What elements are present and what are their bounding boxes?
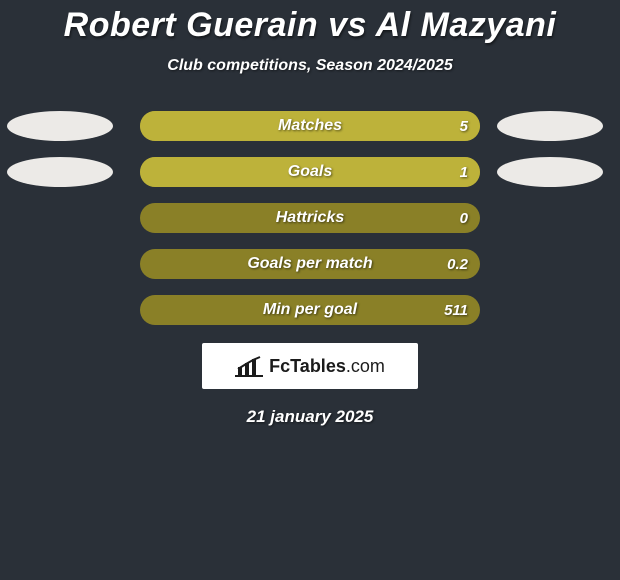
right-player-disc (497, 157, 603, 187)
left-player-disc (7, 111, 113, 141)
stat-bar: Goals1 (140, 157, 480, 187)
stat-row: Min per goal511 (0, 287, 620, 333)
stat-row: Matches5 (0, 103, 620, 149)
stat-bar: Matches5 (140, 111, 480, 141)
stat-label: Hattricks (140, 203, 480, 233)
comparison-stage: Matches5Goals1Hattricks0Goals per match0… (0, 103, 620, 333)
snapshot-date: 21 january 2025 (0, 407, 620, 427)
right-player-disc (497, 111, 603, 141)
stat-row: Goals per match0.2 (0, 241, 620, 287)
stat-row: Hattricks0 (0, 195, 620, 241)
page-subtitle: Club competitions, Season 2024/2025 (0, 57, 620, 75)
page-title: Robert Guerain vs Al Mazyani (0, 0, 620, 45)
left-player-disc (7, 157, 113, 187)
fctables-logo[interactable]: FcTables.com (202, 343, 418, 389)
stat-bar-fill (140, 157, 480, 187)
stat-label: Min per goal (140, 295, 480, 325)
stat-value: 0.2 (447, 249, 468, 279)
stat-label: Goals per match (140, 249, 480, 279)
bar-chart-icon (235, 355, 263, 377)
stat-bar: Hattricks0 (140, 203, 480, 233)
logo-brand: FcTables (269, 356, 346, 376)
stat-bar: Goals per match0.2 (140, 249, 480, 279)
logo-tld: .com (346, 356, 385, 376)
stat-row: Goals1 (0, 149, 620, 195)
stat-value: 511 (444, 295, 468, 325)
stat-bar: Min per goal511 (140, 295, 480, 325)
stat-value: 0 (460, 203, 468, 233)
stat-bar-fill (140, 111, 480, 141)
logo-text: FcTables.com (269, 356, 385, 377)
